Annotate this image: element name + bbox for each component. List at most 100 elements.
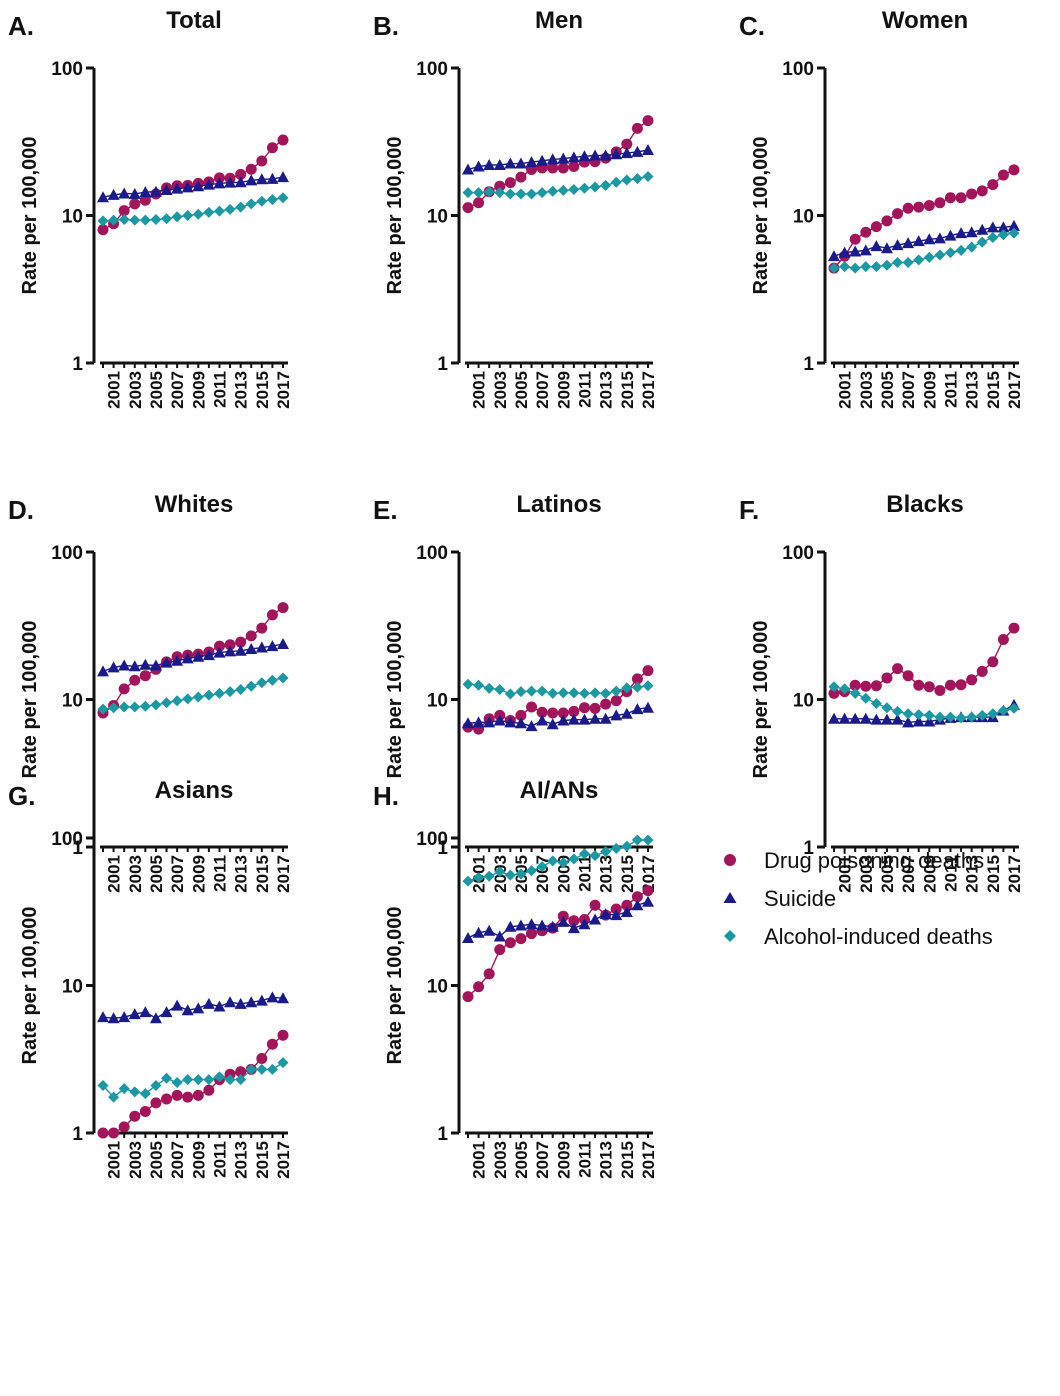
data-point-circle — [589, 899, 601, 911]
data-point-triangle — [128, 187, 141, 199]
data-point-diamond — [483, 682, 495, 694]
data-point-triangle — [224, 996, 237, 1008]
data-point-diamond — [192, 208, 204, 220]
data-point-triangle — [224, 176, 237, 188]
data-point-circle — [256, 155, 268, 167]
data-point-diamond — [213, 205, 225, 217]
y-tick-label: 10 — [427, 977, 448, 998]
x-tick-label: 2017 — [639, 855, 658, 893]
data-point-triangle — [567, 713, 580, 725]
data-point-circle — [642, 665, 654, 677]
x-tick-label: 2013 — [232, 855, 251, 893]
x-tick-label: 2001 — [105, 371, 124, 409]
data-point-diamond — [182, 1074, 194, 1086]
data-point-diamond — [515, 188, 527, 200]
data-point-triangle — [567, 922, 580, 934]
data-point-diamond — [642, 834, 654, 846]
data-point-diamond — [902, 257, 914, 269]
data-point-triangle — [202, 997, 215, 1009]
data-point-diamond — [483, 870, 495, 882]
data-point-circle — [504, 937, 516, 949]
data-point-circle — [277, 602, 289, 614]
data-point-diamond — [277, 672, 289, 684]
panel-letter: F. — [739, 495, 759, 525]
panel-title: Whites — [155, 491, 234, 518]
y-tick-label: 1 — [72, 1124, 83, 1145]
data-point-diamond — [536, 861, 548, 873]
legend-label: Alcohol-induced deaths — [764, 924, 993, 949]
x-tick-label: 2009 — [189, 1141, 208, 1179]
data-point-diamond — [547, 687, 559, 699]
x-tick-label: 2005 — [512, 1141, 531, 1179]
data-point-triangle — [599, 149, 612, 161]
data-point-circle — [494, 944, 506, 956]
data-point-triangle — [631, 145, 644, 157]
legend-marker-circle — [724, 854, 736, 866]
data-point-triangle — [870, 240, 883, 252]
data-point-diamond — [118, 213, 130, 225]
data-point-circle — [913, 201, 925, 213]
data-point-circle — [97, 1127, 109, 1139]
x-tick-label: 2015 — [253, 1141, 272, 1179]
data-point-diamond — [966, 241, 978, 253]
data-point-diamond — [860, 692, 872, 704]
data-point-circle — [881, 215, 893, 227]
data-point-circle — [182, 1091, 194, 1103]
data-point-diamond — [245, 1063, 257, 1075]
data-point-diamond — [578, 687, 590, 699]
data-point-circle — [473, 981, 485, 993]
x-tick-label: 2005 — [147, 371, 166, 409]
data-point-triangle — [128, 660, 141, 672]
data-point-diamond — [849, 687, 861, 699]
data-point-triangle — [902, 237, 915, 249]
x-tick-label: 2013 — [232, 371, 251, 409]
series-suicide — [828, 219, 1020, 262]
data-point-triangle — [557, 915, 570, 927]
data-point-circle — [118, 205, 130, 217]
y-tick-label: 10 — [62, 207, 83, 228]
data-point-diamond — [462, 875, 474, 887]
series-alcohol-induced-deaths — [828, 681, 1020, 724]
data-point-circle — [892, 663, 904, 675]
data-point-triangle — [277, 992, 289, 1004]
data-point-circle — [870, 221, 882, 233]
data-point-diamond — [171, 211, 183, 223]
x-tick-label: 2003 — [857, 855, 876, 893]
data-point-diamond — [266, 674, 278, 686]
data-point-diamond — [245, 198, 257, 210]
data-point-circle — [987, 656, 999, 668]
data-point-triangle — [462, 931, 474, 943]
data-point-triangle — [546, 153, 559, 165]
data-point-diamond — [578, 848, 590, 860]
data-point-circle — [828, 687, 840, 699]
data-point-diamond — [913, 254, 925, 266]
data-point-circle — [139, 670, 151, 682]
data-point-diamond — [161, 697, 173, 709]
series-suicide — [462, 144, 654, 175]
data-point-diamond — [860, 261, 872, 273]
y-tick-label: 1 — [437, 838, 448, 859]
data-point-triangle — [891, 713, 904, 725]
x-tick-label: 2007 — [168, 371, 187, 409]
data-point-triangle — [610, 148, 623, 160]
data-point-diamond — [589, 687, 601, 699]
data-point-circle — [631, 122, 643, 134]
data-point-triangle — [514, 157, 527, 169]
data-point-circle — [129, 198, 141, 210]
data-point-triangle — [567, 151, 580, 163]
y-tick-label: 10 — [793, 207, 814, 228]
data-point-triangle — [213, 1000, 226, 1012]
data-point-diamond — [621, 682, 633, 694]
data-point-diamond — [97, 215, 109, 227]
data-point-diamond — [934, 249, 946, 261]
data-point-diamond — [923, 251, 935, 263]
data-point-triangle — [266, 991, 279, 1003]
data-point-diamond — [642, 680, 654, 692]
data-point-circle — [224, 639, 236, 651]
data-point-circle — [955, 679, 967, 691]
y-tick-label: 100 — [416, 829, 448, 850]
data-point-triangle — [599, 908, 612, 920]
x-tick-label: 2015 — [984, 855, 1003, 893]
x-tick-label: 2007 — [168, 855, 187, 893]
